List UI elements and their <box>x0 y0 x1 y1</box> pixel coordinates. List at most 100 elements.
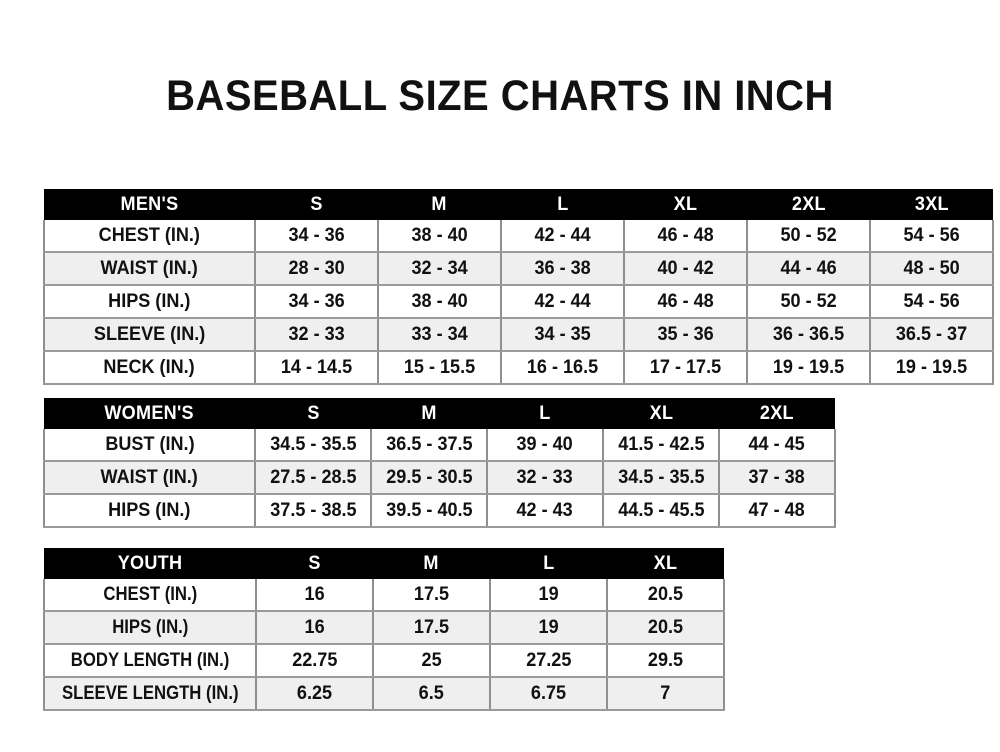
measurement-value-l: 16 - 16.5 <box>501 351 625 385</box>
measurement-value-m: 17.5 <box>373 579 491 612</box>
measurement-value-3xl: 54 - 56 <box>870 285 994 319</box>
column-header-m: M <box>373 548 490 579</box>
table-row: HIPS (IN.) 34 - 36 38 - 40 42 - 44 46 - 48 50… <box>43 285 994 319</box>
measurement-value-3xl: 36.5 - 37 <box>870 318 994 352</box>
measurement-value-s: 34 - 36 <box>255 220 379 253</box>
measurement-value-s: 32 - 33 <box>255 318 379 352</box>
measurement-value-l: 6.75 <box>490 677 608 711</box>
measurement-value-m: 29.5 - 30.5 <box>371 461 488 495</box>
measurement-value-l: 19 <box>490 579 608 612</box>
measurement-value-2xl: 37 - 38 <box>719 461 836 495</box>
measurement-value-m: 17.5 <box>373 611 491 645</box>
measurement-value-xl: 20.5 <box>607 611 725 645</box>
measurement-value-l: 42 - 43 <box>487 494 604 528</box>
table-row: WAIST (IN.) 28 - 30 32 - 34 36 - 38 40 - 42 4… <box>43 252 994 286</box>
measurement-label: WAIST (IN.) <box>43 461 256 495</box>
table-category-label: YOUTH <box>44 548 256 579</box>
measurement-value-s: 34.5 - 35.5 <box>255 429 372 462</box>
measurement-value-l: 36 - 38 <box>501 252 625 286</box>
measurement-value-l: 42 - 44 <box>501 220 625 253</box>
measurement-value-l: 34 - 35 <box>501 318 625 352</box>
measurement-value-m: 33 - 34 <box>378 318 502 352</box>
table-row: CHEST (IN.) 34 - 36 38 - 40 42 - 44 46 - 48 5… <box>43 220 994 253</box>
measurement-value-3xl: 54 - 56 <box>870 220 994 253</box>
table-row: HIPS (IN.) 16 17.5 19 20.5 <box>43 611 725 645</box>
column-header-m: M <box>378 189 501 220</box>
measurement-value-xl: 34.5 - 35.5 <box>603 461 720 495</box>
column-header-s: S <box>256 548 373 579</box>
measurement-value-m: 32 - 34 <box>378 252 502 286</box>
column-header-l: L <box>487 398 603 429</box>
column-header-l: L <box>501 189 624 220</box>
measurement-value-m: 38 - 40 <box>378 220 502 253</box>
measurement-value-xl: 20.5 <box>607 579 725 612</box>
table-row: CHEST (IN.) 16 17.5 19 20.5 <box>43 579 725 612</box>
measurement-value-l: 27.25 <box>490 644 608 678</box>
column-header-2xl: 2XL <box>719 398 835 429</box>
table-row: NECK (IN.) 14 - 14.5 15 - 15.5 16 - 16.5 17 … <box>43 351 994 385</box>
measurement-label: HIPS (IN.) <box>43 285 256 319</box>
measurement-label: BODY LENGTH (IN.) <box>43 644 257 678</box>
table-header-row: MEN'S S M L XL 2XL 3XL <box>44 189 993 220</box>
table-row: BUST (IN.) 34.5 - 35.5 36.5 - 37.5 39 - 40 4… <box>43 429 836 462</box>
measurement-value-xl: 41.5 - 42.5 <box>603 429 720 462</box>
measurement-value-l: 19 <box>490 611 608 645</box>
measurement-value-s: 28 - 30 <box>255 252 379 286</box>
measurement-label: BUST (IN.) <box>43 429 256 462</box>
youth-size-table: YOUTH S M L XL CHEST (IN.) 16 17.5 19 20.5 HIPS (I… <box>43 548 725 711</box>
measurement-label: HIPS (IN.) <box>43 494 256 528</box>
table-row: SLEEVE (IN.) 32 - 33 33 - 34 34 - 35 35 - 36… <box>43 318 994 352</box>
measurement-value-s: 34 - 36 <box>255 285 379 319</box>
table-row: WAIST (IN.) 27.5 - 28.5 29.5 - 30.5 32 - 33… <box>43 461 836 495</box>
measurement-value-l: 42 - 44 <box>501 285 625 319</box>
measurement-label: CHEST (IN.) <box>43 220 256 253</box>
table-row: SLEEVE LENGTH (IN.) 6.25 6.5 6.75 7 <box>43 677 725 711</box>
mens-size-table: MEN'S S M L XL 2XL 3XL CHEST (IN.) 34 - 36 38 - 4… <box>43 189 994 385</box>
column-header-2xl: 2XL <box>747 189 870 220</box>
table-row: BODY LENGTH (IN.) 22.75 25 27.25 29.5 <box>43 644 725 678</box>
column-header-m: M <box>371 398 487 429</box>
measurement-value-s: 27.5 - 28.5 <box>255 461 372 495</box>
measurement-label: SLEEVE LENGTH (IN.) <box>43 677 257 711</box>
measurement-value-m: 36.5 - 37.5 <box>371 429 488 462</box>
measurement-value-2xl: 50 - 52 <box>747 220 871 253</box>
measurement-value-xl: 29.5 <box>607 644 725 678</box>
measurement-value-2xl: 19 - 19.5 <box>747 351 871 385</box>
measurement-value-2xl: 50 - 52 <box>747 285 871 319</box>
measurement-value-m: 25 <box>373 644 491 678</box>
measurement-value-xl: 46 - 48 <box>624 285 748 319</box>
measurement-value-s: 16 <box>256 579 374 612</box>
measurement-value-xl: 44.5 - 45.5 <box>603 494 720 528</box>
column-header-s: S <box>255 398 371 429</box>
measurement-value-m: 38 - 40 <box>378 285 502 319</box>
table-category-label: MEN'S <box>44 189 255 220</box>
measurement-label: SLEEVE (IN.) <box>43 318 256 352</box>
womens-size-table: WOMEN'S S M L XL 2XL BUST (IN.) 34.5 - 35.5 36.5… <box>43 398 836 528</box>
measurement-value-m: 6.5 <box>373 677 491 711</box>
measurement-label: NECK (IN.) <box>43 351 256 385</box>
measurement-value-xl: 7 <box>607 677 725 711</box>
column-header-l: L <box>490 548 607 579</box>
column-header-s: S <box>255 189 378 220</box>
table-header-row: YOUTH S M L XL <box>44 548 724 579</box>
measurement-value-3xl: 48 - 50 <box>870 252 994 286</box>
measurement-value-2xl: 36 - 36.5 <box>747 318 871 352</box>
table-row: HIPS (IN.) 37.5 - 38.5 39.5 - 40.5 42 - 43 4… <box>43 494 836 528</box>
measurement-value-2xl: 44 - 46 <box>747 252 871 286</box>
measurement-value-s: 37.5 - 38.5 <box>255 494 372 528</box>
table-header-row: WOMEN'S S M L XL 2XL <box>44 398 835 429</box>
measurement-value-2xl: 44 - 45 <box>719 429 836 462</box>
measurement-value-xl: 17 - 17.5 <box>624 351 748 385</box>
measurement-value-l: 39 - 40 <box>487 429 604 462</box>
column-header-3xl: 3XL <box>870 189 993 220</box>
measurement-value-xl: 46 - 48 <box>624 220 748 253</box>
measurement-value-3xl: 19 - 19.5 <box>870 351 994 385</box>
column-header-xl: XL <box>624 189 747 220</box>
measurement-value-s: 14 - 14.5 <box>255 351 379 385</box>
measurement-label: HIPS (IN.) <box>43 611 257 645</box>
measurement-value-xl: 35 - 36 <box>624 318 748 352</box>
column-header-xl: XL <box>607 548 724 579</box>
measurement-value-s: 16 <box>256 611 374 645</box>
column-header-xl: XL <box>603 398 719 429</box>
